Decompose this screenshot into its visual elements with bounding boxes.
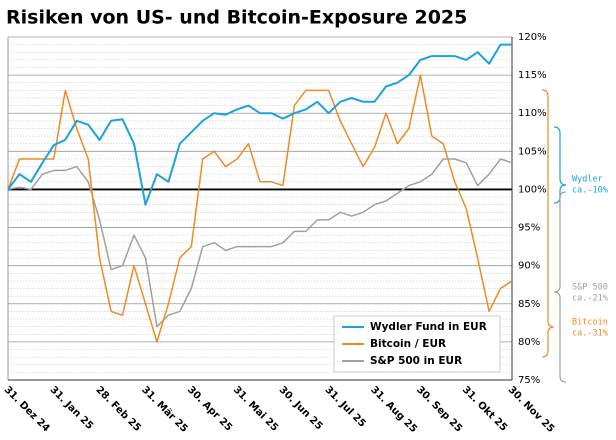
series-line: [7, 74, 513, 343]
y-tick-label: 80%: [518, 337, 540, 348]
y-tick-label: 85%: [518, 299, 540, 310]
y-tick-label: 115%: [518, 70, 547, 81]
legend-label: Wydler Fund in EUR: [370, 321, 487, 333]
annotation-text: ca.-31%: [572, 329, 608, 339]
y-tick-label: 105%: [518, 146, 547, 157]
series-line: [7, 43, 512, 206]
annotation-text: ca.-10%: [572, 186, 608, 196]
annotation-text: Wydler: [572, 175, 603, 185]
annotation-brace: [553, 191, 567, 383]
annotation-brace: [541, 89, 555, 358]
legend-label: Bitcoin / EUR: [370, 338, 446, 350]
y-tick-label: 75%: [518, 375, 540, 386]
legend-label: S&P 500 in EUR: [370, 355, 462, 367]
y-tick-label: 120%: [518, 32, 547, 43]
annotation-text: ca.-21%: [572, 294, 608, 304]
chart-title: Risiken von US- und Bitcoin-Exposure 202…: [6, 7, 467, 29]
y-tick-label: 100%: [518, 184, 547, 195]
y-tick-label: 95%: [518, 223, 540, 234]
annotation-text: S&P 500: [572, 283, 608, 293]
annotation-text: Bitcoin: [572, 318, 608, 328]
y-tick-label: 90%: [518, 261, 540, 272]
y-tick-label: 110%: [518, 108, 547, 119]
